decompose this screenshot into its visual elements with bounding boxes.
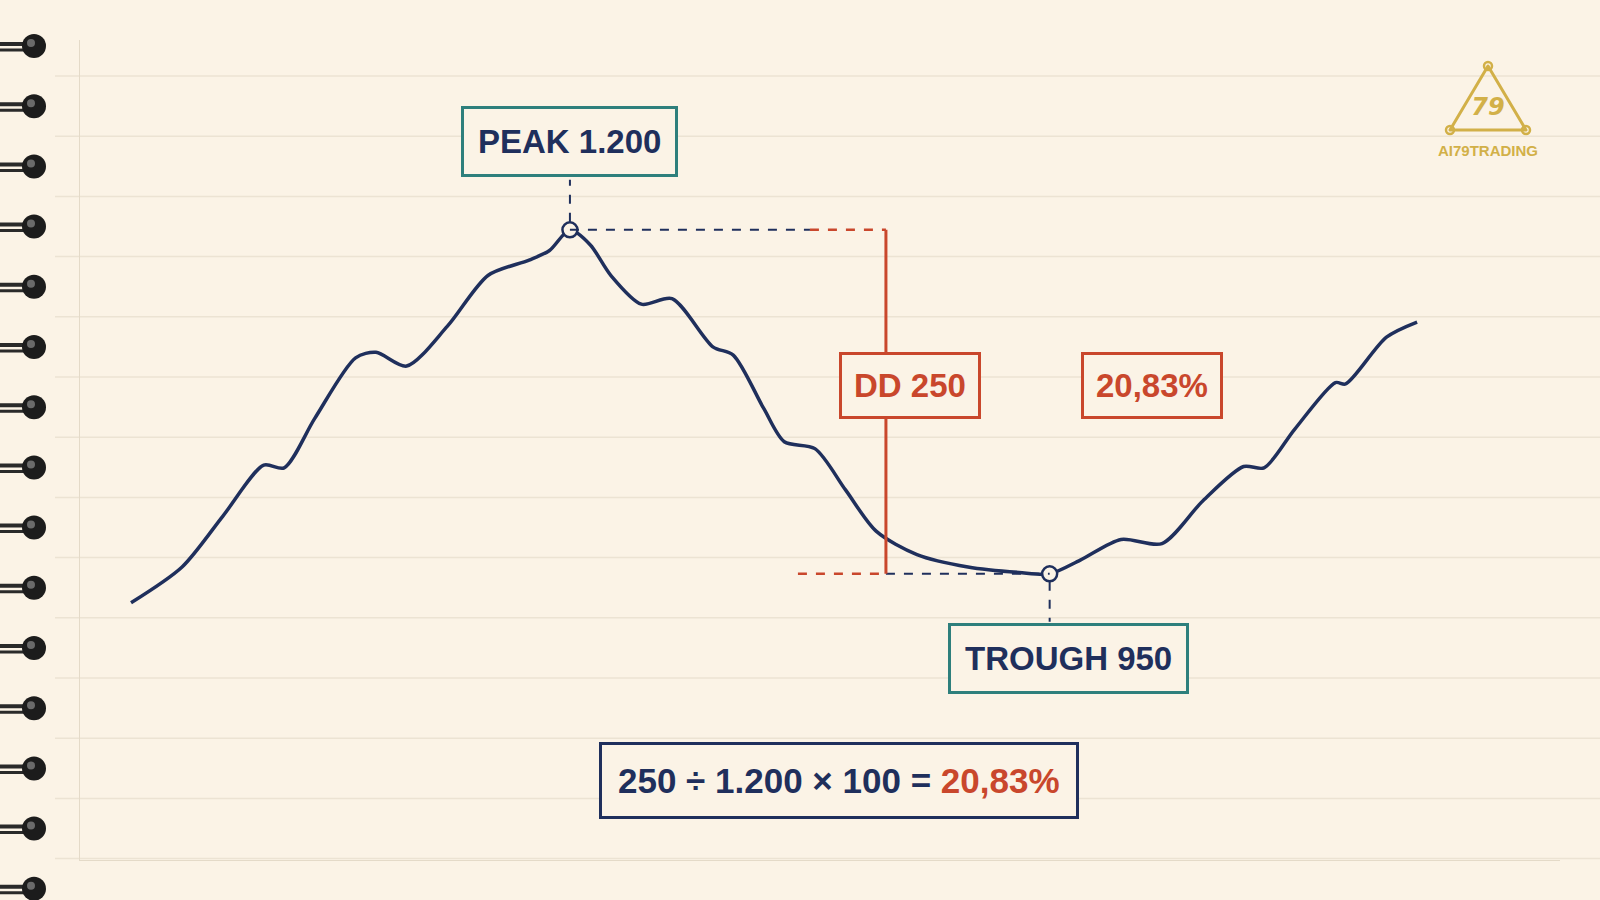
svg-text:TROUGH 950: TROUGH 950 [965, 640, 1172, 677]
svg-text:250 ÷ 1.200 × 100 = 20,83%: 250 ÷ 1.200 × 100 = 20,83% [618, 761, 1060, 800]
svg-text:20,83%: 20,83% [1096, 367, 1208, 404]
svg-text:DD 250: DD 250 [854, 367, 966, 404]
svg-text:AI79TRADING: AI79TRADING [1438, 142, 1538, 159]
svg-text:PEAK 1.200: PEAK 1.200 [478, 123, 661, 160]
svg-text:79: 79 [1471, 93, 1504, 121]
